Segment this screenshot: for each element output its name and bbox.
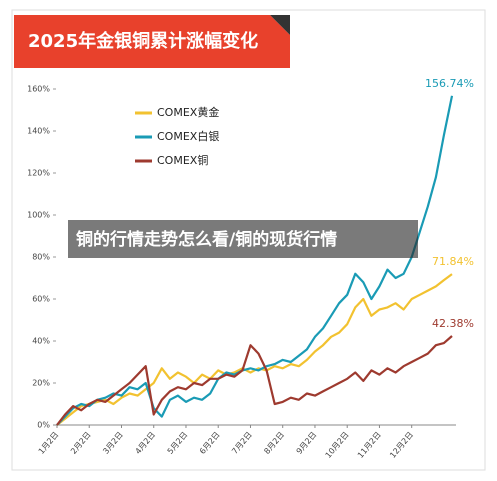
y-tick-label: 160%: [27, 85, 50, 94]
end-label: 156.74%: [425, 77, 474, 90]
caption: 铜的行情走势怎么看/铜的现货行情: [76, 229, 337, 250]
y-tick-label: 120%: [27, 169, 50, 178]
end-label: 71.84%: [432, 255, 474, 268]
y-tick-label: 140%: [27, 127, 50, 136]
legend-label: COMEX铜: [157, 153, 208, 167]
banner-corner: [270, 15, 290, 35]
y-tick-label: 80%: [32, 253, 50, 262]
series-line: [56, 335, 453, 426]
y-tick-label: 20%: [32, 379, 50, 388]
caption-bar: [68, 220, 418, 258]
series-line: [56, 95, 454, 426]
y-tick-label: 100%: [27, 211, 50, 220]
title-banner: [14, 15, 290, 68]
legend-label: COMEX白银: [157, 129, 219, 143]
y-tick-label: 0%: [37, 421, 50, 430]
end-label: 42.38%: [432, 317, 474, 330]
y-tick-label: 60%: [32, 295, 50, 304]
chart-title: 2025年金银铜累计涨幅变化: [28, 30, 258, 52]
legend-label: COMEX黄金: [157, 105, 219, 119]
y-tick-label: 40%: [32, 337, 50, 346]
